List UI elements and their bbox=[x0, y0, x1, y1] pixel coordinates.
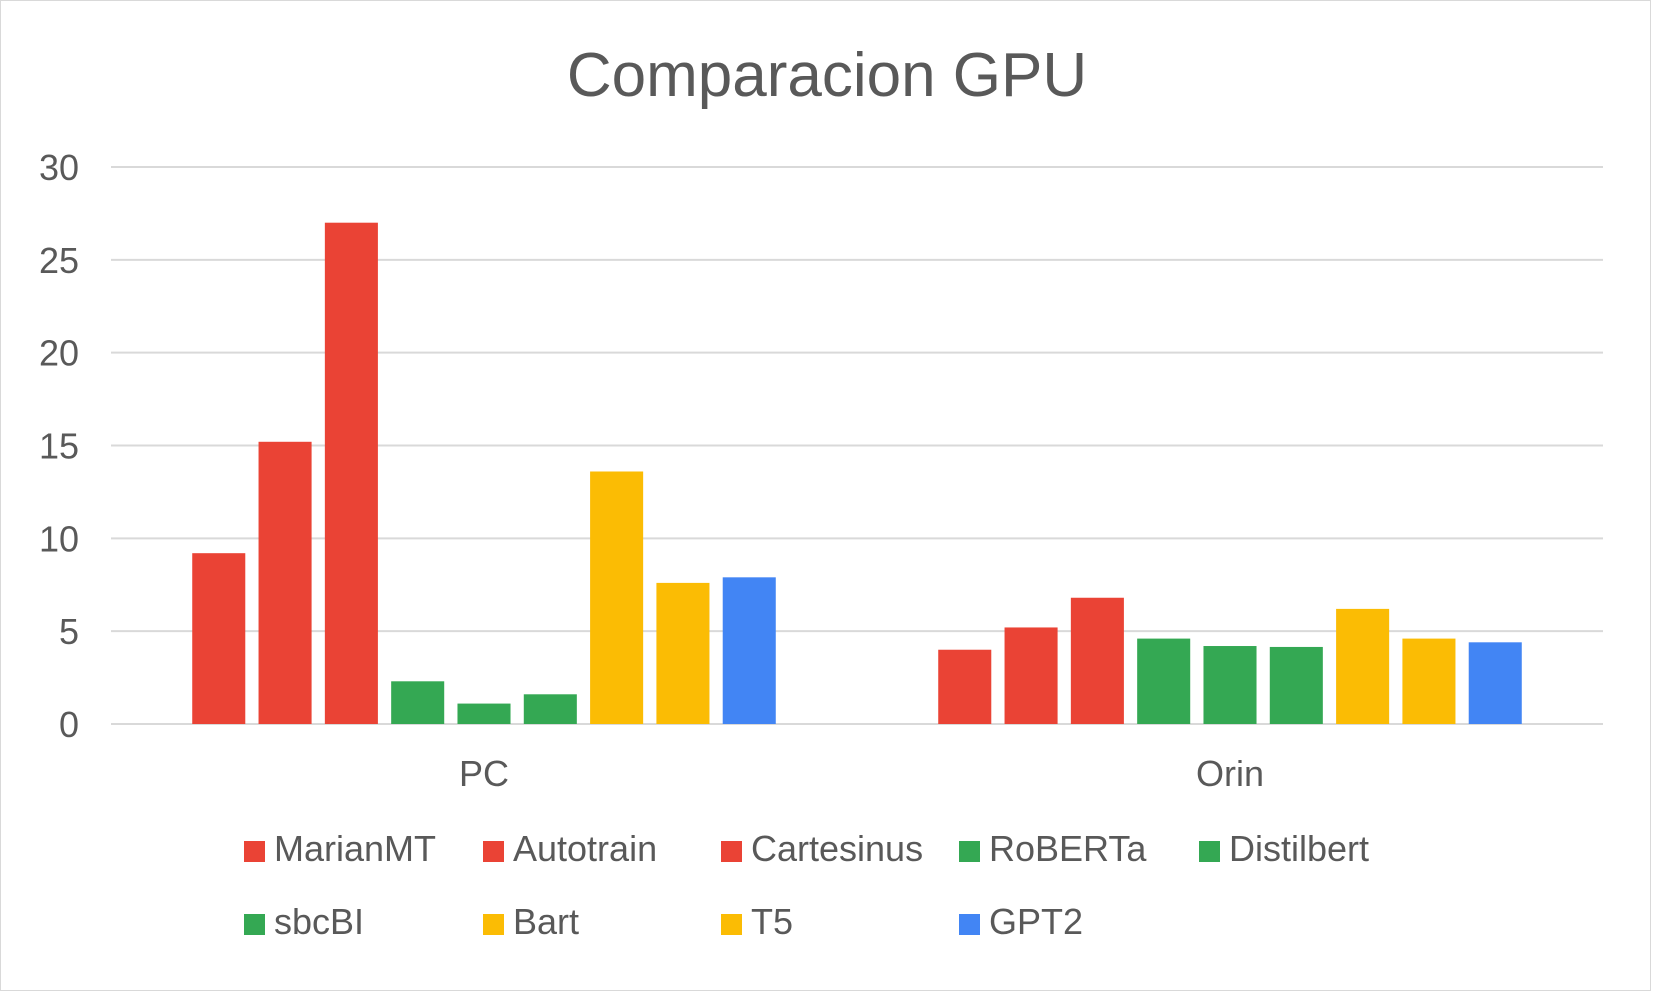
bar-gpt2-orin bbox=[1468, 642, 1522, 724]
legend-label: GPT2 bbox=[989, 901, 1083, 942]
bar-roberta-orin bbox=[1137, 638, 1191, 724]
legend-label: Distilbert bbox=[1229, 828, 1369, 869]
bar-marianmt-orin bbox=[938, 649, 992, 724]
bar-roberta-pc bbox=[391, 681, 445, 724]
bar-marianmt-pc bbox=[192, 553, 246, 724]
legend-label: Cartesinus bbox=[751, 828, 923, 869]
legend-label: RoBERTa bbox=[989, 828, 1147, 869]
legend-label: MarianMT bbox=[274, 828, 436, 869]
legend-swatch bbox=[1199, 841, 1220, 862]
legend-item-sbcbi: sbcBI bbox=[244, 901, 364, 942]
legend-item-distilbert: Distilbert bbox=[1199, 828, 1369, 869]
legend-swatch bbox=[483, 841, 504, 862]
legend-swatch bbox=[244, 841, 265, 862]
bar-cartesinus-orin bbox=[1070, 597, 1124, 724]
legend-item-bart: Bart bbox=[483, 901, 579, 942]
y-tick-label: 0 bbox=[59, 704, 79, 745]
y-axis-ticks: 0 5 10 15 20 25 30 bbox=[39, 147, 79, 745]
bar-bart-pc bbox=[590, 471, 644, 724]
legend-swatch bbox=[483, 914, 504, 935]
legend-label: Autotrain bbox=[513, 828, 657, 869]
legend-label: Bart bbox=[513, 901, 579, 942]
bar-t5-orin bbox=[1402, 638, 1456, 724]
bar-sbcbi-orin bbox=[1269, 646, 1323, 724]
y-tick-label: 15 bbox=[39, 426, 79, 467]
legend-swatch bbox=[721, 841, 742, 862]
legend-item-cartesinus: Cartesinus bbox=[721, 828, 923, 869]
legend-swatch bbox=[959, 841, 980, 862]
bar-gpt2-pc bbox=[722, 577, 776, 724]
legend-label: sbcBI bbox=[274, 901, 364, 942]
bar-autotrain-orin bbox=[1004, 627, 1058, 724]
legend-swatch bbox=[959, 914, 980, 935]
legend-item-marianmt: MarianMT bbox=[244, 828, 436, 869]
bar-bart-orin bbox=[1336, 608, 1390, 724]
bars bbox=[192, 222, 1522, 724]
y-tick-label: 10 bbox=[39, 518, 79, 559]
bar-sbcbi-pc bbox=[523, 694, 577, 724]
bar-distilbert-pc bbox=[457, 703, 511, 724]
y-tick-label: 25 bbox=[39, 240, 79, 281]
x-category-label: PC bbox=[459, 753, 509, 794]
x-axis-categories: PC Orin bbox=[459, 753, 1264, 794]
y-tick-label: 20 bbox=[39, 333, 79, 374]
bar-t5-pc bbox=[656, 582, 710, 724]
legend-item-roberta: RoBERTa bbox=[959, 828, 1147, 869]
chart-title: Comparacion GPU bbox=[567, 41, 1087, 110]
legend-swatch bbox=[721, 914, 742, 935]
legend: MarianMT Autotrain Cartesinus RoBERTa Distil… bbox=[244, 828, 1369, 942]
legend-label: T5 bbox=[751, 901, 793, 942]
bar-autotrain-pc bbox=[258, 441, 312, 724]
y-tick-label: 5 bbox=[59, 611, 79, 652]
legend-item-autotrain: Autotrain bbox=[483, 828, 657, 869]
legend-swatch bbox=[244, 914, 265, 935]
bar-cartesinus-pc bbox=[324, 222, 378, 724]
bar-distilbert-orin bbox=[1203, 646, 1257, 724]
x-category-label: Orin bbox=[1196, 753, 1264, 794]
legend-item-gpt2: GPT2 bbox=[959, 901, 1083, 942]
legend-item-t5: T5 bbox=[721, 901, 793, 942]
y-tick-label: 30 bbox=[39, 147, 79, 188]
